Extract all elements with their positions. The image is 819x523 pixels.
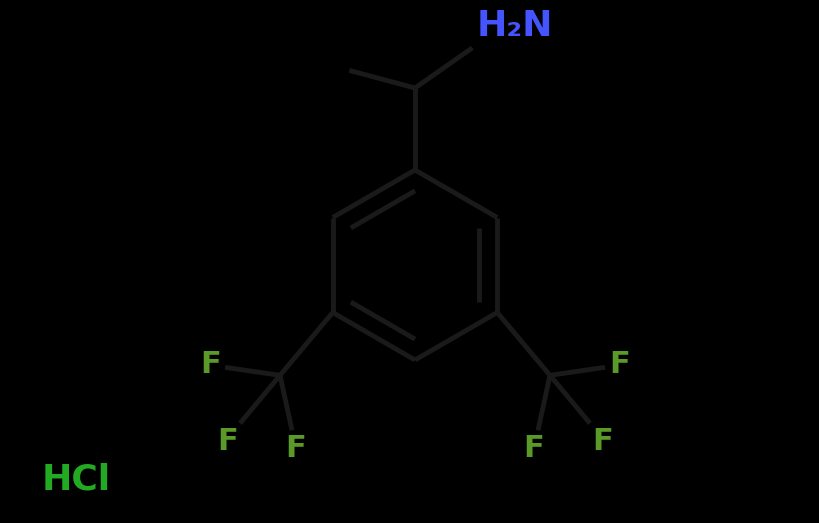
Text: F: F [592,427,613,456]
Text: HCl: HCl [42,463,111,497]
Text: F: F [523,434,545,463]
Text: F: F [609,350,630,379]
Text: F: F [201,350,221,379]
Text: F: F [286,434,306,463]
Text: F: F [217,427,238,456]
Text: H₂N: H₂N [477,9,553,43]
